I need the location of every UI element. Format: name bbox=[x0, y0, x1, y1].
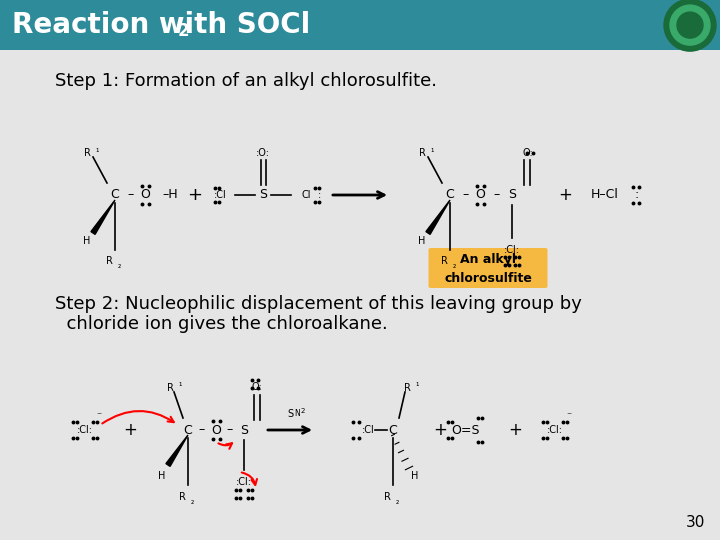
Text: R: R bbox=[404, 383, 410, 393]
Text: –: – bbox=[494, 188, 500, 201]
Text: 2: 2 bbox=[301, 408, 305, 414]
Text: ₂: ₂ bbox=[190, 496, 194, 505]
Text: R: R bbox=[106, 256, 112, 266]
Text: :Cl: :Cl bbox=[215, 190, 227, 200]
Text: :: : bbox=[318, 190, 321, 200]
Text: chlorosulfite: chlorosulfite bbox=[444, 272, 532, 285]
Text: :Cl:: :Cl: bbox=[547, 425, 563, 435]
Text: 30: 30 bbox=[685, 515, 705, 530]
Polygon shape bbox=[166, 435, 188, 467]
Text: S: S bbox=[287, 409, 293, 419]
Text: :Cl:: :Cl: bbox=[77, 425, 93, 435]
Text: –H: –H bbox=[162, 188, 178, 201]
Text: –: – bbox=[128, 188, 134, 201]
Text: :Cl: :Cl bbox=[362, 425, 375, 435]
Text: 2: 2 bbox=[178, 22, 189, 40]
Text: +: + bbox=[187, 186, 202, 204]
Text: :O:: :O: bbox=[256, 148, 270, 158]
Text: –: – bbox=[227, 423, 233, 436]
Text: O:: O: bbox=[523, 148, 534, 158]
Text: C: C bbox=[111, 188, 120, 201]
Text: Step 2: Nucleophilic displacement of this leaving group by: Step 2: Nucleophilic displacement of thi… bbox=[55, 295, 582, 313]
Text: :Cl:: :Cl: bbox=[504, 245, 520, 255]
Text: ⁻: ⁻ bbox=[567, 411, 572, 421]
Text: ₂: ₂ bbox=[117, 260, 121, 269]
Text: :: : bbox=[635, 188, 639, 201]
Text: R: R bbox=[179, 492, 186, 502]
Text: ₁: ₁ bbox=[179, 380, 181, 388]
Text: N: N bbox=[294, 409, 300, 418]
Text: ₁: ₁ bbox=[415, 380, 419, 388]
Text: ⁻: ⁻ bbox=[96, 411, 102, 421]
Text: Cl: Cl bbox=[301, 190, 310, 200]
Text: R: R bbox=[384, 492, 390, 502]
Text: O: O bbox=[475, 188, 485, 201]
Polygon shape bbox=[91, 200, 115, 234]
Text: chloride ion gives the chloroalkane.: chloride ion gives the chloroalkane. bbox=[55, 315, 388, 333]
Text: +: + bbox=[433, 421, 447, 439]
Text: O=S: O=S bbox=[451, 423, 480, 436]
Text: Reaction with SOCl: Reaction with SOCl bbox=[12, 11, 310, 39]
Text: ₁: ₁ bbox=[431, 145, 433, 153]
Text: O:: O: bbox=[251, 382, 262, 392]
Text: H–Cl: H–Cl bbox=[591, 188, 619, 201]
Circle shape bbox=[664, 0, 716, 51]
Text: –: – bbox=[199, 423, 205, 436]
Text: ₂: ₂ bbox=[395, 496, 399, 505]
Text: +: + bbox=[508, 421, 522, 439]
Text: H: H bbox=[158, 471, 166, 481]
Text: –: – bbox=[463, 188, 469, 201]
Circle shape bbox=[670, 5, 710, 45]
Text: +: + bbox=[123, 421, 137, 439]
Text: S: S bbox=[240, 423, 248, 436]
Text: S: S bbox=[259, 188, 267, 201]
Text: H: H bbox=[84, 236, 91, 246]
Text: Step 1: Formation of an alkyl chlorosulfite.: Step 1: Formation of an alkyl chlorosulf… bbox=[55, 72, 437, 90]
Text: R: R bbox=[84, 148, 91, 158]
Text: O: O bbox=[140, 188, 150, 201]
Text: R: R bbox=[418, 148, 426, 158]
Text: R: R bbox=[166, 383, 174, 393]
Text: An alkyl: An alkyl bbox=[460, 253, 516, 267]
FancyBboxPatch shape bbox=[428, 248, 547, 288]
Text: C: C bbox=[184, 423, 192, 436]
Text: R: R bbox=[441, 256, 447, 266]
Bar bbox=[0, 0, 720, 50]
Text: ₁: ₁ bbox=[95, 145, 99, 153]
Text: :Cl:: :Cl: bbox=[236, 477, 252, 487]
Circle shape bbox=[677, 12, 703, 38]
Text: O: O bbox=[211, 423, 221, 436]
Polygon shape bbox=[426, 200, 450, 234]
Text: ₂: ₂ bbox=[452, 260, 456, 269]
Text: C: C bbox=[446, 188, 454, 201]
Text: +: + bbox=[558, 186, 572, 204]
Text: H: H bbox=[418, 236, 426, 246]
Text: H: H bbox=[411, 471, 419, 481]
Text: S: S bbox=[508, 188, 516, 201]
Text: C: C bbox=[389, 423, 397, 436]
